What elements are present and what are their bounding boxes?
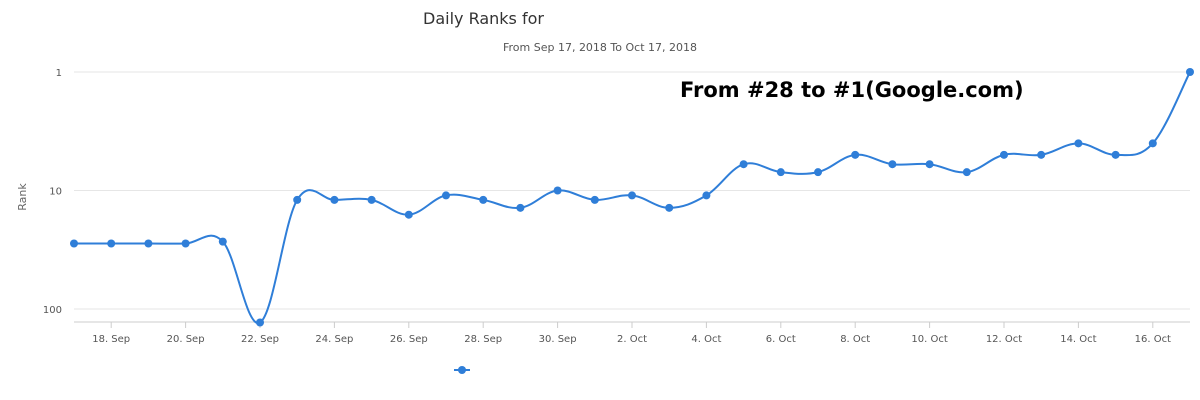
data-point[interactable]: [888, 160, 897, 169]
data-point[interactable]: [70, 239, 78, 248]
data-point[interactable]: [442, 191, 450, 200]
x-tick-label: 8. Oct: [840, 334, 870, 345]
x-tick-label: 12. Oct: [986, 334, 1022, 345]
x-tick-label: 10. Oct: [911, 334, 947, 345]
data-point[interactable]: [293, 195, 302, 204]
data-point[interactable]: [776, 168, 785, 177]
data-point[interactable]: [516, 203, 525, 212]
x-tick-label: 20. Sep: [167, 334, 205, 345]
x-tick-label: 26. Sep: [390, 334, 428, 345]
y-tick-label: 100: [43, 305, 62, 316]
data-point[interactable]: [479, 195, 488, 204]
x-tick-label: 30. Sep: [539, 334, 577, 345]
data-point[interactable]: [1000, 150, 1008, 159]
y-tick-label: 10: [49, 187, 62, 198]
legend-marker: [458, 366, 466, 374]
x-tick-label: 22. Sep: [241, 334, 279, 345]
chart-annotation: From #28 to #1(Google.com): [680, 78, 1024, 102]
data-point[interactable]: [925, 160, 934, 169]
data-point[interactable]: [590, 195, 599, 204]
data-point[interactable]: [814, 168, 822, 177]
x-tick-label: 14. Oct: [1060, 334, 1096, 345]
data-point[interactable]: [628, 191, 636, 200]
y-axis-label: Rank: [16, 183, 29, 211]
data-point[interactable]: [367, 195, 376, 204]
x-tick-label: 4. Oct: [691, 334, 721, 345]
x-tick-label: 18. Sep: [92, 334, 130, 345]
data-point[interactable]: [739, 160, 748, 169]
chart-title: Daily Ranks for: [423, 9, 544, 28]
data-point[interactable]: [144, 239, 153, 248]
x-tick-label: 28. Sep: [464, 334, 502, 345]
legend[interactable]: [454, 366, 470, 374]
y-axis-ticks: 1 10 100: [43, 68, 62, 316]
data-point[interactable]: [702, 191, 711, 200]
data-point[interactable]: [107, 239, 116, 248]
data-points: [70, 68, 1194, 327]
x-tick-label: 2. Oct: [617, 334, 647, 345]
data-point[interactable]: [1074, 139, 1083, 148]
data-point[interactable]: [404, 210, 413, 219]
data-point[interactable]: [1186, 68, 1194, 76]
x-tick-label: 16. Oct: [1135, 334, 1171, 345]
x-axis-ticks: 18. Sep 20. Sep 22. Sep 24. Sep 26. Sep 28. S…: [92, 322, 1171, 345]
data-point[interactable]: [330, 195, 339, 204]
chart-subtitle: From Sep 17, 2018 To Oct 17, 2018: [503, 41, 697, 54]
data-point[interactable]: [553, 186, 562, 195]
data-point[interactable]: [218, 237, 227, 246]
data-point[interactable]: [181, 239, 190, 248]
x-tick-label: 6. Oct: [766, 334, 796, 345]
data-point[interactable]: [1037, 150, 1046, 159]
data-point[interactable]: [665, 203, 674, 212]
data-point[interactable]: [256, 318, 264, 327]
data-point[interactable]: [1111, 150, 1120, 159]
data-point[interactable]: [962, 168, 971, 177]
data-point[interactable]: [1148, 139, 1157, 148]
data-point[interactable]: [851, 150, 860, 159]
x-tick-label: 24. Sep: [315, 334, 353, 345]
y-tick-label: 1: [56, 68, 62, 79]
